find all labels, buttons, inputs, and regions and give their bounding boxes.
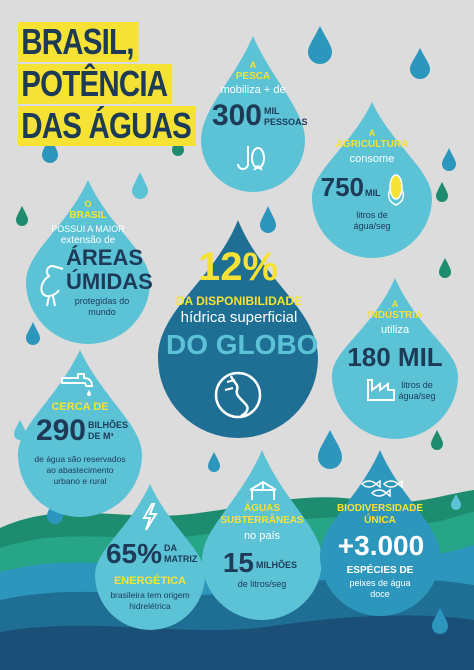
industria-sub-2: água/seg bbox=[398, 391, 436, 401]
agua-unit-1: BILHÕES bbox=[88, 420, 129, 430]
agricultura-number: 750 bbox=[320, 172, 364, 202]
globo-line-2: hídrica superficial bbox=[180, 309, 298, 326]
energia-unit-2: MATRIZ bbox=[164, 554, 198, 564]
drop-subterraneas bbox=[202, 450, 322, 620]
drop-globo bbox=[158, 220, 318, 438]
subterraneas-line-2: SUBTERRÂNEAS bbox=[220, 515, 304, 526]
biodiversidade-number: +3.000 bbox=[337, 530, 425, 561]
drop-agua bbox=[18, 350, 142, 517]
subterraneas-sub: de litros/seg bbox=[237, 579, 287, 589]
agricultura-unit: MIL bbox=[365, 188, 381, 198]
areas-label-o: O bbox=[84, 199, 92, 209]
drop-pesca bbox=[201, 36, 305, 192]
industria-number: 180 MIL bbox=[347, 342, 443, 372]
areas-line-5: protegidas do bbox=[74, 296, 130, 306]
areas-line-3: ÁREAS bbox=[66, 245, 144, 270]
well-icon bbox=[249, 480, 277, 500]
drop-agricultura bbox=[312, 102, 432, 258]
corn-icon bbox=[387, 174, 405, 206]
pesca-label: PESCA bbox=[235, 71, 271, 82]
globo-percent: 12% bbox=[197, 245, 279, 289]
industria-label: INDÚSTRIA bbox=[367, 310, 423, 321]
agricultura-label: AGRICULTURA bbox=[335, 139, 409, 150]
areas-label: BRASIL bbox=[69, 210, 107, 221]
biodiversidade-line-3: doce bbox=[370, 589, 390, 599]
energia-number: 65% bbox=[105, 538, 162, 569]
heron-icon bbox=[40, 265, 64, 307]
areas-line-6: mundo bbox=[88, 307, 116, 317]
fish-school-icon bbox=[360, 479, 403, 498]
industria-text: utiliza bbox=[380, 324, 410, 336]
subterraneas-unit: MILHÕES bbox=[256, 560, 298, 570]
pesca-unit-2: PESSOAS bbox=[264, 117, 308, 127]
agricultura-sub-1: litros de bbox=[356, 210, 388, 220]
agua-sub-3: urbano e rural bbox=[53, 476, 107, 486]
lightning-icon bbox=[142, 503, 158, 531]
areas-line-4: ÚMIDAS bbox=[66, 269, 153, 294]
biodiversidade-label-2: ÚNICA bbox=[364, 515, 396, 526]
drop-areas bbox=[26, 180, 150, 344]
subterraneas-line-3: no país bbox=[243, 530, 281, 542]
biodiversidade-line-2: peixes de água bbox=[349, 578, 411, 588]
pesca-label-a: A bbox=[249, 60, 257, 70]
drop-energia bbox=[95, 484, 205, 630]
agua-sub-1: de água são reservados bbox=[34, 454, 126, 464]
industria-sub-1: litros de bbox=[401, 380, 433, 390]
pesca-number: 300 bbox=[211, 99, 262, 132]
subterraneas-line-1: ÁGUAS bbox=[243, 503, 281, 514]
title-line-2: POTÊNCIA bbox=[18, 64, 173, 104]
drop-industria bbox=[332, 278, 458, 439]
energia-unit-1: DA bbox=[164, 543, 177, 553]
energia-sub-1: brasileira tem origem bbox=[110, 590, 190, 600]
biodiversidade-line-1: ESPÉCIES DE bbox=[346, 565, 414, 576]
faucet-icon bbox=[61, 373, 94, 396]
areas-line-2: extensão de bbox=[60, 235, 116, 246]
energia-label: ENERGÉTICA bbox=[113, 575, 187, 587]
globe-water-icon bbox=[214, 371, 262, 419]
factory-icon bbox=[367, 379, 395, 401]
agricultura-text: consome bbox=[349, 153, 395, 165]
agricultura-label-a: A bbox=[368, 128, 376, 138]
agua-number: 290 bbox=[35, 414, 86, 447]
drop-biodiversidade bbox=[320, 450, 440, 616]
agua-sub-2: ao abastecimento bbox=[46, 465, 114, 475]
title-line-1: BRASIL, bbox=[18, 22, 139, 62]
industria-label-a: A bbox=[391, 299, 399, 309]
areas-line-1: POSSUI A MAIOR bbox=[51, 224, 125, 234]
agua-label: CERCA DE bbox=[51, 401, 109, 413]
globo-line-3: DO GLOBO bbox=[166, 329, 319, 360]
fish-hook-icon bbox=[237, 146, 265, 171]
title-line-3: DAS ÁGUAS bbox=[18, 106, 196, 146]
pesca-unit-1: MIL bbox=[264, 106, 280, 116]
biodiversidade-label-1: BIODIVERSIDADE bbox=[336, 503, 424, 514]
agua-unit-2: DE M³ bbox=[88, 431, 114, 441]
pesca-text: mobiliza + de bbox=[220, 84, 286, 96]
globo-line-1: DA DISPONIBILIDADE bbox=[175, 294, 303, 308]
agricultura-sub-2: água/seg bbox=[353, 221, 391, 231]
energia-sub-2: hidrelétrica bbox=[129, 601, 171, 611]
subterraneas-number: 15 bbox=[222, 547, 254, 578]
